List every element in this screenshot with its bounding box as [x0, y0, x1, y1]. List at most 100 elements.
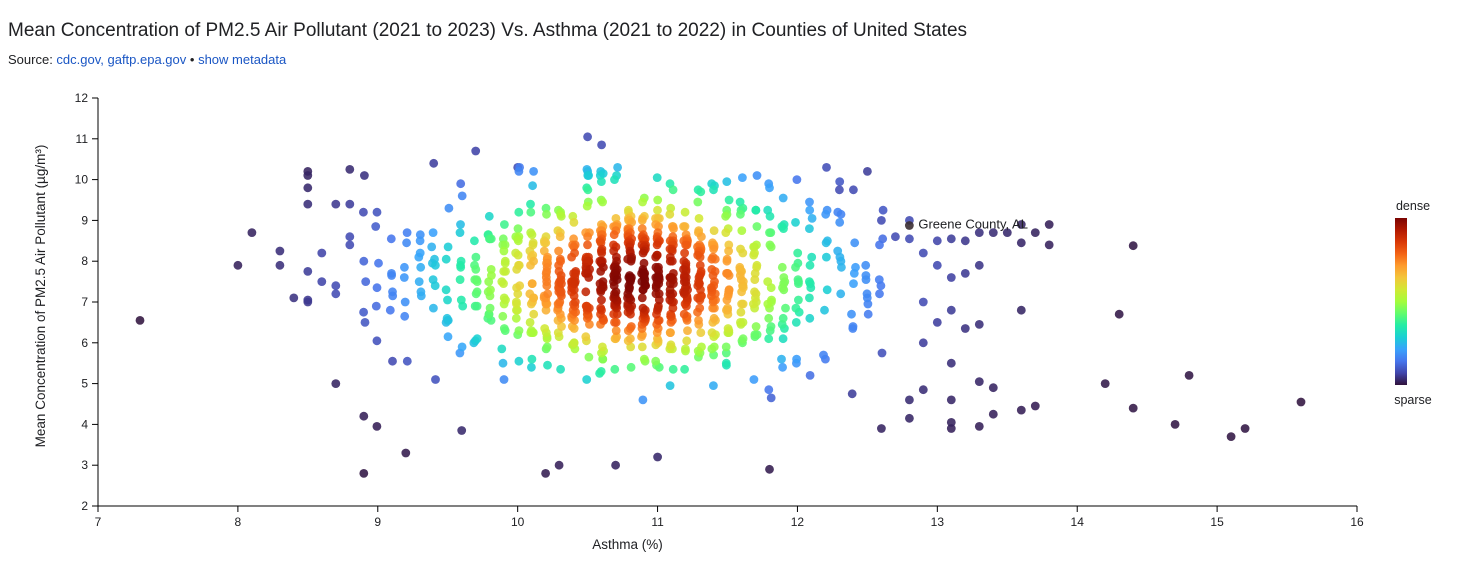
data-point[interactable] [583, 185, 593, 195]
data-point[interactable] [875, 289, 884, 299]
data-point[interactable] [513, 224, 523, 234]
data-point[interactable] [430, 281, 440, 291]
data-point[interactable] [918, 297, 928, 307]
data-point[interactable] [696, 328, 706, 337]
data-point[interactable] [386, 234, 396, 244]
data-point[interactable] [612, 275, 622, 284]
data-point[interactable] [303, 199, 313, 209]
data-point[interactable] [749, 375, 759, 384]
data-point[interactable] [470, 236, 479, 246]
data-point[interactable] [764, 385, 774, 395]
data-point[interactable] [850, 238, 860, 248]
data-point[interactable] [472, 334, 482, 344]
data-point[interactable] [1128, 403, 1138, 413]
data-point[interactable] [794, 295, 803, 305]
data-point[interactable] [694, 316, 703, 325]
data-point[interactable] [331, 281, 341, 291]
data-point[interactable] [792, 175, 802, 185]
data-point[interactable] [765, 183, 774, 193]
data-point[interactable] [303, 295, 313, 305]
data-point[interactable] [651, 356, 661, 366]
data-point[interactable] [567, 252, 576, 262]
data-point[interactable] [498, 358, 508, 368]
data-point[interactable] [457, 426, 467, 435]
data-point[interactable] [905, 234, 914, 244]
data-point[interactable] [472, 277, 482, 286]
data-point[interactable] [303, 183, 313, 193]
data-point[interactable] [777, 262, 787, 272]
data-point[interactable] [598, 342, 607, 352]
data-point[interactable] [359, 207, 368, 217]
data-point[interactable] [721, 358, 731, 368]
data-point[interactable] [653, 195, 663, 205]
data-point[interactable] [499, 324, 509, 333]
data-point[interactable] [847, 389, 857, 399]
data-point[interactable] [946, 424, 956, 433]
data-point[interactable] [791, 262, 800, 272]
data-point[interactable] [526, 207, 536, 217]
data-point[interactable] [345, 240, 355, 250]
data-point[interactable] [819, 350, 828, 360]
data-point[interactable] [752, 222, 762, 231]
data-point[interactable] [471, 252, 481, 262]
data-point[interactable] [722, 177, 732, 187]
data-point[interactable] [752, 171, 762, 180]
data-point[interactable] [486, 234, 496, 244]
data-point[interactable] [387, 271, 396, 280]
data-point[interactable] [540, 324, 550, 333]
data-point[interactable] [400, 262, 409, 272]
data-point[interactable] [946, 305, 956, 315]
data-point[interactable] [361, 277, 371, 286]
data-point[interactable] [765, 464, 774, 474]
data-point[interactable] [529, 293, 539, 303]
data-point[interactable] [527, 326, 536, 335]
data-point[interactable] [500, 220, 509, 229]
data-point[interactable] [837, 262, 846, 272]
data-point[interactable] [779, 224, 788, 234]
data-point[interactable] [918, 385, 928, 395]
data-point[interactable] [596, 303, 606, 313]
data-point[interactable] [805, 224, 814, 234]
data-point[interactable] [693, 250, 703, 260]
data-point[interactable] [372, 336, 382, 346]
data-point[interactable] [596, 267, 606, 276]
data-point[interactable] [822, 285, 832, 295]
data-point[interactable] [1016, 305, 1026, 315]
data-point[interactable] [874, 275, 884, 284]
data-point[interactable] [556, 211, 566, 221]
data-point[interactable] [541, 238, 551, 248]
data-point[interactable] [610, 364, 620, 374]
data-point[interactable] [1016, 405, 1026, 415]
data-point[interactable] [582, 201, 592, 211]
data-point[interactable] [414, 277, 424, 286]
data-point[interactable] [529, 256, 538, 266]
data-point[interactable] [960, 236, 970, 246]
data-point[interactable] [749, 250, 759, 260]
data-point[interactable] [345, 199, 355, 209]
data-point[interactable] [637, 293, 647, 303]
data-point[interactable] [583, 232, 592, 242]
data-point[interactable] [946, 418, 956, 427]
data-point[interactable] [932, 260, 942, 270]
data-point[interactable] [626, 275, 636, 284]
data-point[interactable] [695, 303, 705, 313]
data-point[interactable] [513, 236, 523, 246]
data-point[interactable] [974, 377, 984, 386]
data-point[interactable] [247, 228, 257, 238]
data-point[interactable] [317, 277, 327, 286]
data-point[interactable] [569, 218, 579, 227]
data-point[interactable] [388, 287, 397, 297]
data-point[interactable] [652, 240, 662, 250]
data-point[interactable] [707, 328, 717, 337]
data-point[interactable] [724, 285, 734, 295]
data-point[interactable] [708, 271, 718, 280]
data-point[interactable] [610, 175, 619, 185]
data-point[interactable] [499, 279, 508, 288]
data-point[interactable] [805, 277, 814, 286]
data-point[interactable] [822, 163, 831, 172]
data-point[interactable] [583, 132, 592, 142]
data-point[interactable] [582, 375, 592, 384]
data-point[interactable] [781, 303, 790, 313]
data-point[interactable] [653, 452, 662, 462]
data-point[interactable] [960, 324, 970, 333]
